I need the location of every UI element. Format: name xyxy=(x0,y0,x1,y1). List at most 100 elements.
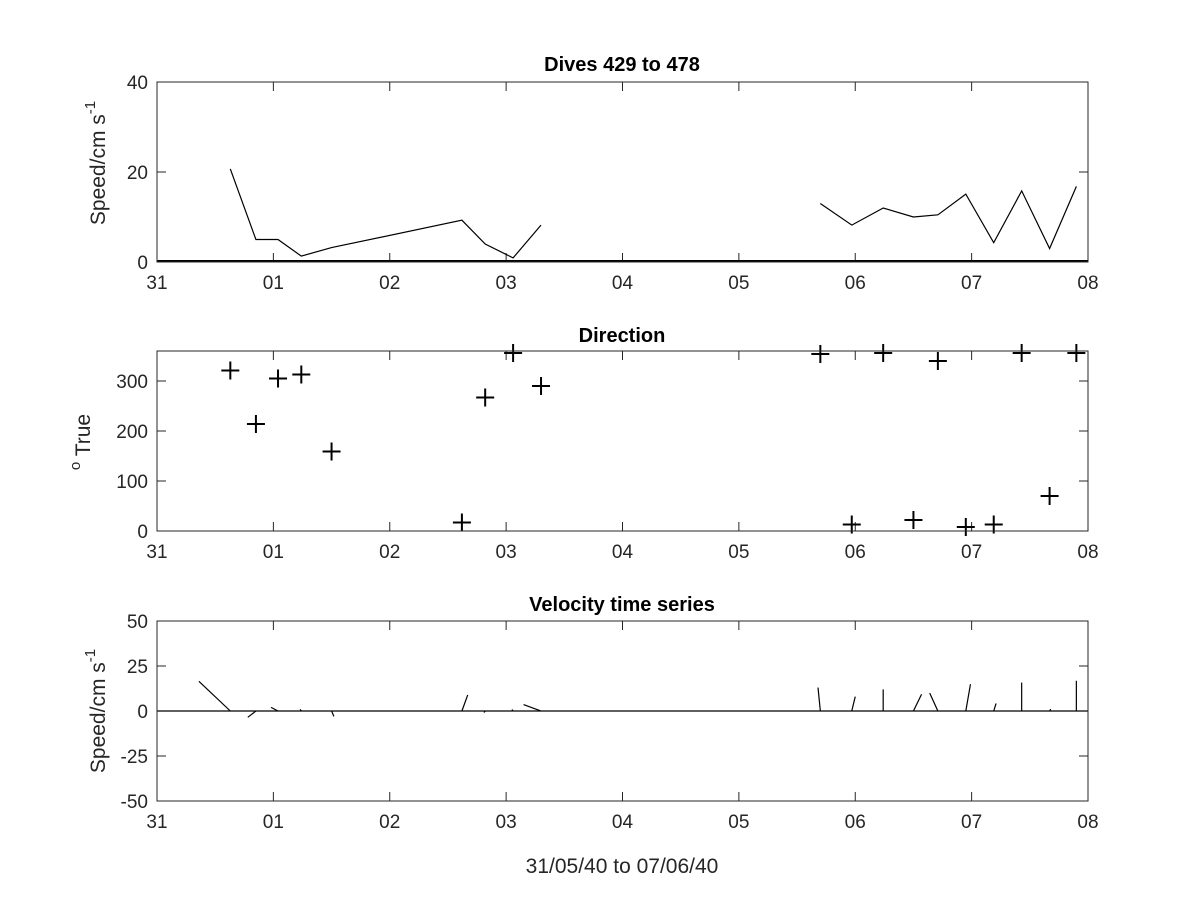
direction-x-tick-label: 06 xyxy=(845,542,866,563)
direction-axes-box xyxy=(156,350,1089,532)
direction-marker xyxy=(322,442,341,461)
direction-y-tick-label: 300 xyxy=(116,372,148,393)
velocity-y-label-main: Speed/cm s xyxy=(87,662,110,773)
direction-marker xyxy=(928,352,947,370)
direction-y-label-sup: o xyxy=(67,462,84,470)
velocity-x-tick-label: 04 xyxy=(612,812,634,833)
velocity-y-tick-label: -50 xyxy=(121,792,148,813)
velocity-stick xyxy=(851,696,856,712)
direction-marker xyxy=(1067,344,1086,362)
speed-x-tick-label: 05 xyxy=(728,273,749,294)
direction-panel-title: Direction xyxy=(579,325,666,347)
velocity-stick xyxy=(912,693,923,712)
velocity-axes-box xyxy=(156,620,1089,802)
direction-marker xyxy=(452,513,471,532)
direction-y-ticks: 0 100 200 300 xyxy=(116,372,1088,543)
velocity-y-tick-label: -25 xyxy=(121,747,148,768)
direction-y-axis-label: o True xyxy=(67,414,95,470)
velocity-stick xyxy=(965,684,972,712)
direction-marker xyxy=(532,377,551,395)
velocity-y-tick-label: 25 xyxy=(127,657,148,678)
direction-marker xyxy=(504,344,523,362)
velocity-panel-title: Velocity time series xyxy=(529,594,715,616)
velocity-stick xyxy=(299,709,302,712)
speed-axes-box xyxy=(156,81,1089,263)
velocity-sticks xyxy=(157,680,1088,718)
velocity-x-tick-label: 02 xyxy=(379,812,400,833)
velocity-stick xyxy=(1049,708,1052,712)
velocity-x-tick-label: 08 xyxy=(1077,812,1098,833)
direction-marker xyxy=(476,388,495,407)
direction-x-tick-label: 05 xyxy=(728,542,749,563)
direction-x-tick-label: 01 xyxy=(263,542,284,563)
velocity-stick xyxy=(270,706,279,712)
velocity-stick xyxy=(483,710,486,713)
speed-y-label-main: Speed/cm s xyxy=(87,114,110,225)
direction-marker xyxy=(904,511,923,529)
direction-marker xyxy=(269,369,288,388)
direction-y-tick-label: 100 xyxy=(116,472,148,493)
velocity-stick xyxy=(993,703,997,712)
speed-y-tick-label: 0 xyxy=(137,253,148,274)
direction-x-tick-label: 02 xyxy=(379,542,400,563)
speed-y-label-sup: -1 xyxy=(82,101,99,114)
speed-x-tick-label: 08 xyxy=(1077,273,1098,294)
velocity-y-label-sup: -1 xyxy=(82,649,99,662)
direction-marker xyxy=(246,415,265,433)
speed-x-ticks: 31 01 02 03 04 05 06 07 08 xyxy=(146,82,1099,294)
velocity-y-tick-label: 50 xyxy=(127,612,148,633)
velocity-x-tick-label: 05 xyxy=(728,812,749,833)
direction-marker xyxy=(956,518,975,536)
direction-markers xyxy=(221,344,1086,536)
direction-y-tick-label: 0 xyxy=(137,522,148,543)
speed-series xyxy=(157,168,1088,262)
direction-x-tick-label: 08 xyxy=(1077,542,1098,563)
velocity-y-axis-label: Speed/cm s-1 xyxy=(82,649,110,773)
direction-panel: Direction o True 0 100 200 300 31 01 02 03 04 05… xyxy=(67,325,1099,563)
velocity-stick xyxy=(511,709,514,712)
speed-x-tick-label: 31 xyxy=(146,273,167,294)
speed-x-tick-label: 06 xyxy=(845,273,866,294)
speed-x-tick-label: 04 xyxy=(612,273,634,294)
velocity-x-ticks: 31 01 02 03 04 05 06 07 08 xyxy=(146,621,1099,833)
velocity-x-tick-label: 03 xyxy=(496,812,517,833)
velocity-x-tick-label: 31 xyxy=(146,812,167,833)
velocity-stick xyxy=(817,687,821,712)
velocity-y-tick-label: 0 xyxy=(137,702,148,723)
speed-x-tick-label: 01 xyxy=(263,273,284,294)
speed-series-line xyxy=(819,186,1077,250)
direction-x-tick-label: 03 xyxy=(496,542,517,563)
direction-x-ticks: 31 01 02 03 04 05 06 07 08 xyxy=(146,351,1099,563)
velocity-stick xyxy=(331,710,335,717)
direction-marker xyxy=(292,365,311,384)
direction-marker xyxy=(874,344,893,362)
velocity-stick xyxy=(461,694,469,712)
speed-x-tick-label: 03 xyxy=(496,273,517,294)
velocity-x-tick-label: 07 xyxy=(961,812,982,833)
velocity-panel: Velocity time series Speed/cm s-1 -50 -25… xyxy=(82,594,1099,878)
direction-marker xyxy=(1012,344,1031,362)
speed-x-tick-label: 02 xyxy=(379,273,400,294)
speed-series-line xyxy=(229,168,542,259)
speed-panel-title: Dives 429 to 478 xyxy=(544,54,700,76)
speed-x-tick-label: 07 xyxy=(961,273,982,294)
direction-marker xyxy=(221,361,240,380)
velocity-stick xyxy=(929,692,939,712)
direction-marker xyxy=(1040,487,1059,505)
velocity-stick xyxy=(198,680,231,712)
velocity-y-ticks: -50 -25 0 25 50 xyxy=(121,612,1088,813)
speed-y-tick-label: 40 xyxy=(127,73,148,94)
velocity-stick xyxy=(523,703,542,712)
velocity-x-tick-label: 01 xyxy=(263,812,284,833)
direction-marker xyxy=(811,345,830,363)
velocity-x-tick-label: 06 xyxy=(845,812,866,833)
direction-y-label-main: True xyxy=(72,414,95,462)
speed-y-tick-label: 20 xyxy=(127,163,148,184)
direction-x-tick-label: 31 xyxy=(146,542,167,563)
speed-y-axis-label: Speed/cm s-1 xyxy=(82,101,110,225)
direction-x-tick-label: 07 xyxy=(961,542,982,563)
velocity-stick xyxy=(247,710,257,718)
velocity-x-axis-label: 31/05/40 to 07/06/40 xyxy=(526,855,719,878)
